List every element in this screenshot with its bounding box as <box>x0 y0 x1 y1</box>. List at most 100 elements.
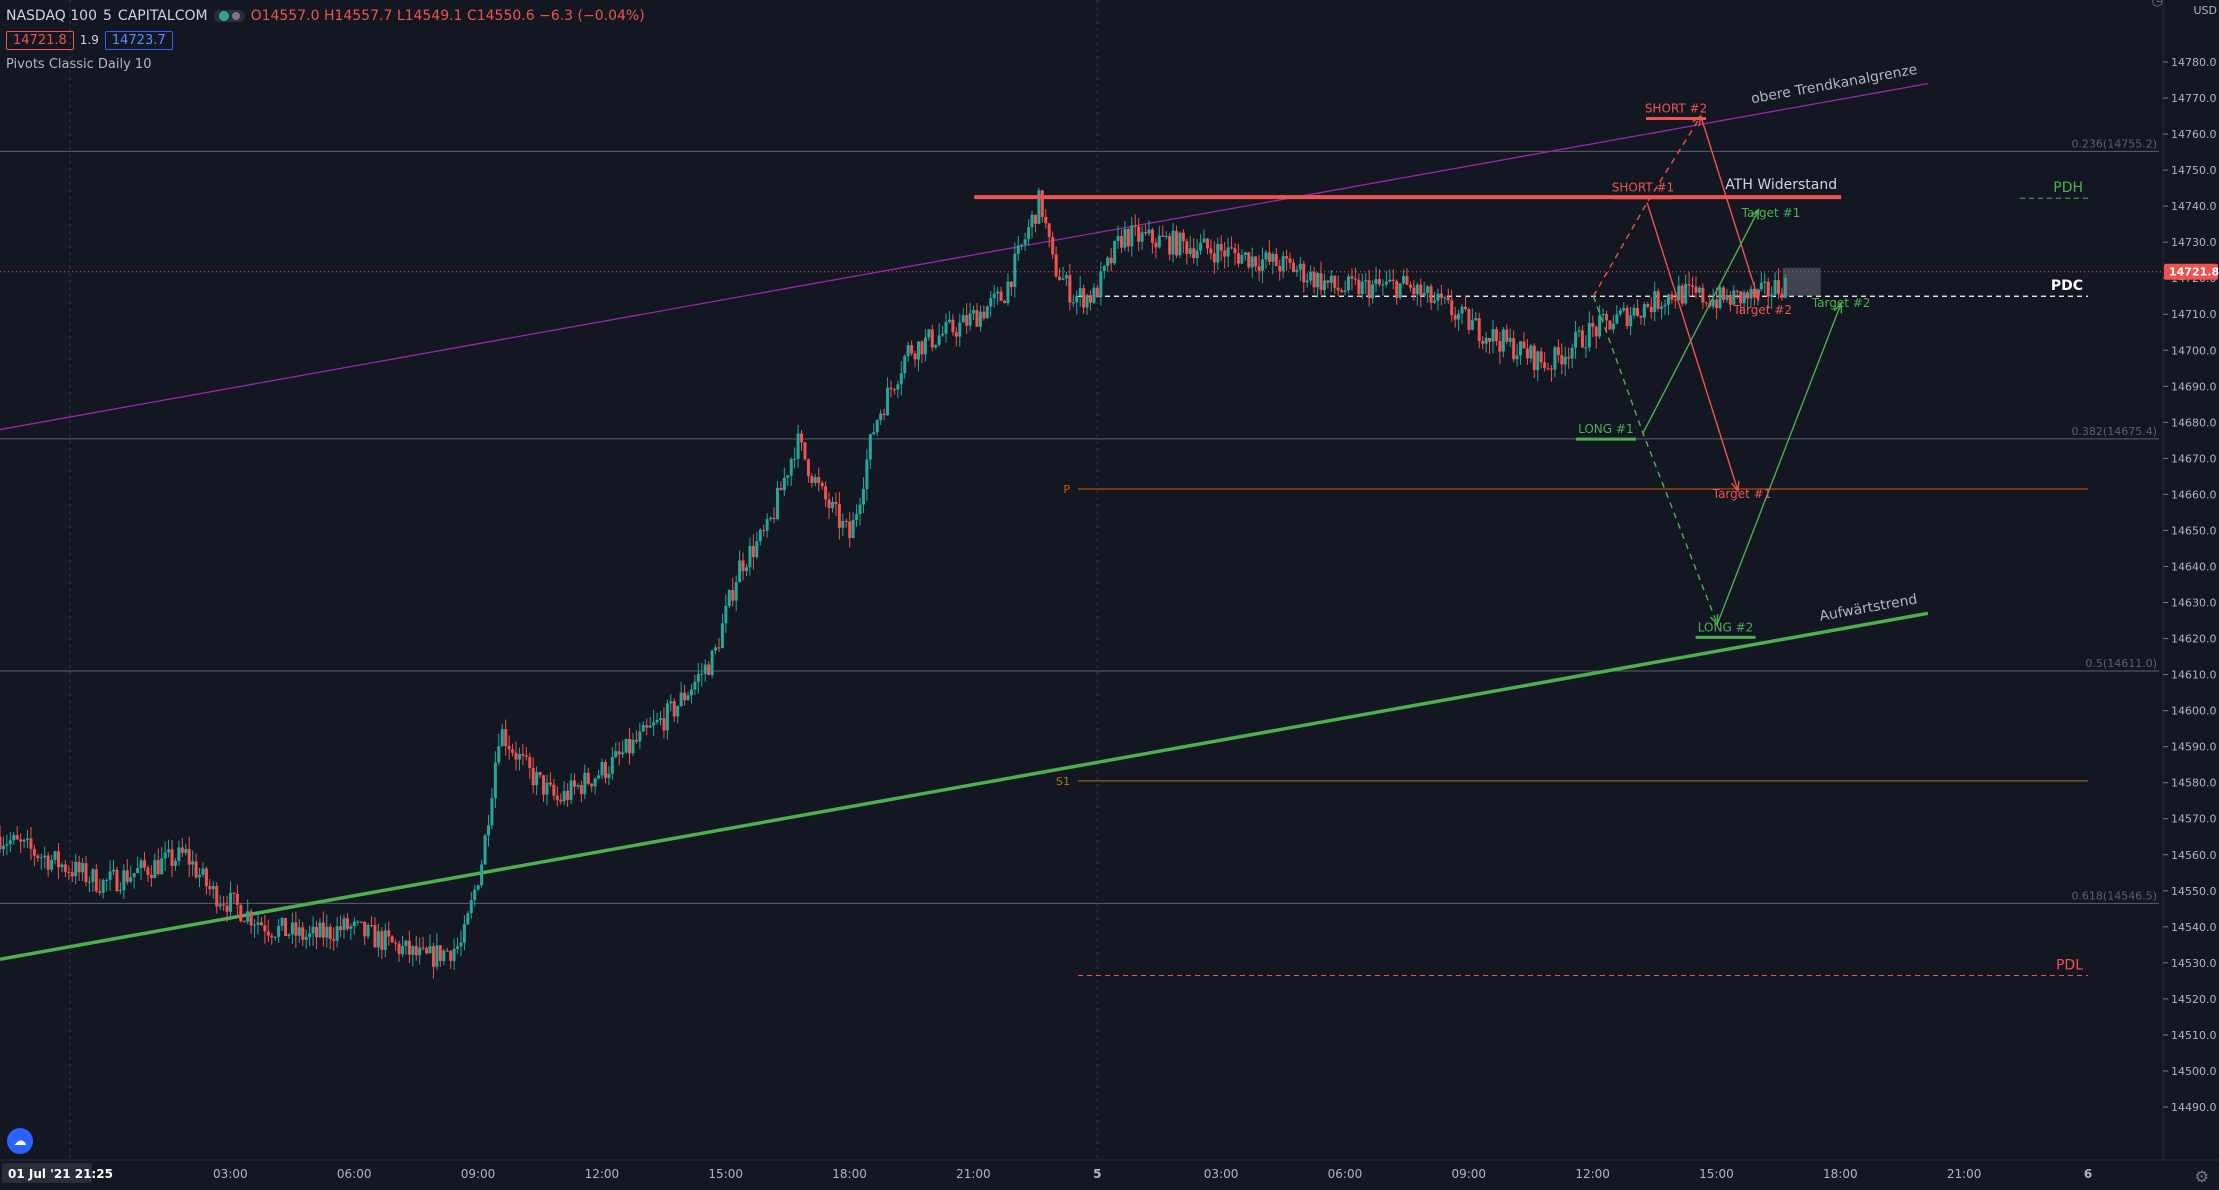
candle-body <box>1512 338 1516 360</box>
candle-body <box>466 913 470 925</box>
price-tick-label: 14540.0 <box>2171 921 2217 934</box>
last-bar-highlight <box>1782 267 1821 296</box>
candle-body <box>1773 280 1777 295</box>
candle-body <box>1288 258 1292 263</box>
candle-body <box>676 706 680 717</box>
symbol-name[interactable]: NASDAQ 100 <box>6 8 97 24</box>
candle-body <box>531 767 535 786</box>
exchange-label: CAPITALCOM <box>117 8 208 24</box>
candle-body <box>294 922 298 936</box>
candle-body <box>593 778 597 787</box>
candle-body <box>160 858 164 875</box>
candle-body <box>707 664 711 676</box>
ask-price[interactable]: 14723.7 <box>104 30 173 50</box>
candle-body <box>469 900 473 914</box>
candle-body <box>1684 284 1688 304</box>
time-tick-label: 21:00 <box>1947 1167 1982 1181</box>
time-tick-label: 6 <box>2084 1167 2092 1181</box>
candle-body <box>1697 287 1701 293</box>
candle-body <box>1130 225 1134 247</box>
candle-body <box>370 925 374 927</box>
candle-body <box>927 329 931 338</box>
candle-body <box>1384 281 1388 285</box>
candle-body <box>683 692 687 701</box>
candle-body <box>941 333 945 336</box>
candle-body <box>125 870 129 882</box>
candle-body <box>1732 290 1736 305</box>
candle-body <box>60 864 64 868</box>
candle-body <box>1085 295 1089 308</box>
price-tick-label: 14740.0 <box>2171 200 2217 213</box>
candle-body <box>1625 307 1629 327</box>
interval-label[interactable]: 5 <box>103 8 112 24</box>
candle-body <box>559 799 563 802</box>
candle-body <box>105 880 109 882</box>
candle-body <box>714 647 718 651</box>
candle-body <box>1099 271 1103 298</box>
candle-body <box>738 560 742 583</box>
time-tick-label: 15:00 <box>708 1167 743 1181</box>
candle-body <box>486 825 490 836</box>
candle-body <box>63 864 67 872</box>
currency-label[interactable]: USD <box>2193 4 2217 17</box>
candle-body <box>1329 275 1333 283</box>
candle-body <box>218 904 222 907</box>
market-status-pill[interactable] <box>213 10 245 22</box>
candle-body <box>132 873 136 878</box>
price-tick-label: 14570.0 <box>2171 813 2217 826</box>
candle-body <box>572 780 576 787</box>
candle-body <box>1347 276 1351 291</box>
candle-body <box>1783 277 1787 298</box>
candle-body <box>431 946 435 967</box>
candle-body <box>848 521 852 539</box>
candle-body <box>1777 280 1781 294</box>
candle-body <box>0 836 2 850</box>
price-tick-label: 14760.0 <box>2171 128 2217 141</box>
candle-body <box>332 939 336 941</box>
candle-body <box>53 851 57 860</box>
pivots-indicator-label[interactable]: Pivots Classic Daily 10 <box>6 56 152 72</box>
candle-body <box>1161 235 1165 237</box>
candle-body <box>1549 368 1553 370</box>
candle-body <box>731 590 735 601</box>
candle-body <box>297 927 301 936</box>
candle-body <box>215 886 219 907</box>
candle-body <box>1704 302 1708 304</box>
candle-body <box>204 868 208 887</box>
scenario-label: SHORT #2 <box>1645 101 1707 115</box>
candle-body <box>696 674 700 682</box>
candle-body <box>290 922 294 935</box>
candle-body <box>1171 230 1175 255</box>
candle-body <box>1422 292 1426 296</box>
candle-body <box>920 341 924 355</box>
time-tick-label: 03:00 <box>1204 1167 1239 1181</box>
candle-body <box>1305 280 1309 283</box>
candle-body <box>1095 287 1099 298</box>
candle-body <box>1185 241 1189 255</box>
candle-body <box>600 762 604 776</box>
candle-body <box>1453 315 1457 320</box>
level-label-fib: 0.236(14755.2) <box>2071 137 2157 150</box>
candle-body <box>1030 214 1034 228</box>
candle-body <box>1522 341 1526 349</box>
bid-price[interactable]: 14721.8 <box>6 30 74 50</box>
candle-body <box>376 931 380 948</box>
tradingview-logo-icon[interactable]: ☁ <box>7 1128 33 1154</box>
candle-body <box>576 785 580 787</box>
candle-body <box>658 718 662 720</box>
candle-body <box>693 681 697 690</box>
candle-body <box>1006 281 1010 304</box>
settings-gear-icon[interactable]: ⚙ <box>2194 1167 2209 1186</box>
candle-body <box>380 931 384 950</box>
candle-body <box>94 869 98 892</box>
scenario-label: Target #1 <box>1741 206 1801 220</box>
candle-body <box>1484 337 1488 344</box>
candle-body <box>1746 292 1750 299</box>
candle-body <box>638 731 642 742</box>
candle-body <box>1051 236 1055 255</box>
candle-body <box>507 746 511 750</box>
candle-body <box>246 911 250 922</box>
scenario-label: LONG #2 <box>1698 620 1753 634</box>
clock-icon[interactable]: ◷ <box>2151 0 2163 9</box>
